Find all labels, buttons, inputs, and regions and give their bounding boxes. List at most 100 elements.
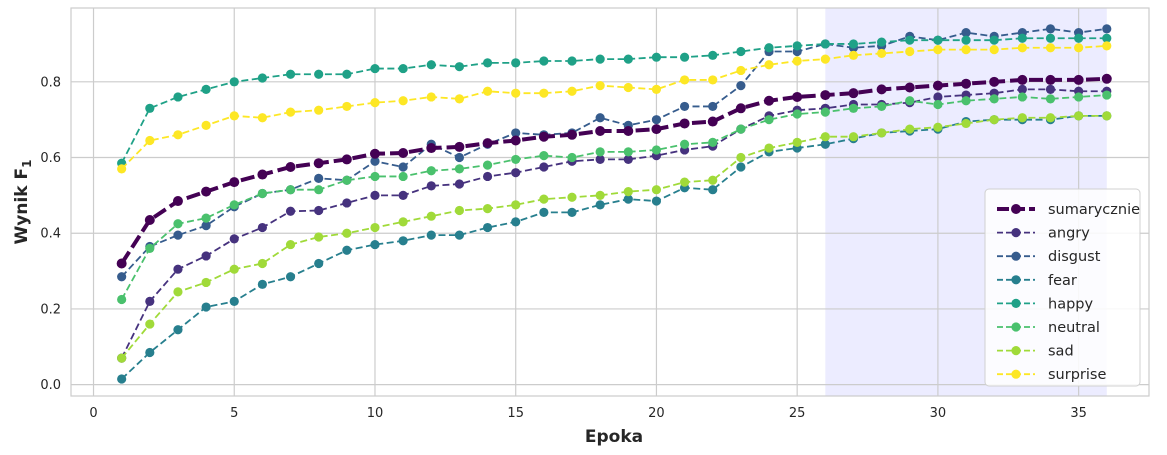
data-point xyxy=(624,83,633,92)
data-point xyxy=(173,287,182,296)
data-point xyxy=(652,85,661,94)
data-point xyxy=(848,88,858,98)
data-point xyxy=(736,125,745,134)
data-point xyxy=(1046,94,1055,103)
data-point xyxy=(1018,43,1027,52)
data-point xyxy=(764,43,773,52)
data-point xyxy=(342,154,352,164)
data-point xyxy=(961,119,970,128)
y-tick-label: 0.0 xyxy=(40,378,61,393)
legend-swatch-marker xyxy=(1011,228,1020,237)
data-point xyxy=(567,193,576,202)
data-point xyxy=(539,56,548,65)
data-point xyxy=(905,82,915,92)
data-point xyxy=(258,259,267,268)
legend-label: neutral xyxy=(1048,320,1100,336)
data-point xyxy=(849,51,858,60)
data-point xyxy=(426,143,436,153)
data-point xyxy=(708,117,718,127)
data-point xyxy=(173,196,183,206)
data-point xyxy=(399,217,408,226)
data-point xyxy=(117,374,126,383)
data-point xyxy=(314,106,323,115)
data-point xyxy=(680,178,689,187)
data-point xyxy=(624,147,633,156)
data-point xyxy=(961,96,970,105)
data-point xyxy=(342,198,351,207)
data-point xyxy=(680,75,689,84)
data-point xyxy=(286,272,295,281)
x-tick-label: 15 xyxy=(507,406,524,421)
data-point xyxy=(539,151,548,160)
data-point xyxy=(933,81,943,91)
data-point xyxy=(567,208,576,217)
data-point xyxy=(117,272,126,281)
data-point xyxy=(427,231,436,240)
data-point xyxy=(736,81,745,90)
data-point xyxy=(342,176,351,185)
data-point xyxy=(652,115,661,124)
data-point xyxy=(821,107,830,116)
data-point xyxy=(1074,75,1084,85)
data-point xyxy=(539,89,548,98)
data-point xyxy=(117,259,127,269)
data-point xyxy=(764,115,773,124)
y-tick-label: 0.2 xyxy=(40,302,61,317)
data-point xyxy=(1102,41,1111,50)
data-point xyxy=(230,111,239,120)
legend-swatch-marker xyxy=(1011,299,1020,308)
data-point xyxy=(117,295,126,304)
data-point xyxy=(905,96,914,105)
data-point xyxy=(1017,75,1027,85)
data-point xyxy=(877,128,886,137)
data-point xyxy=(314,158,324,168)
y-tick-label: 0.4 xyxy=(40,227,61,242)
data-point xyxy=(258,223,267,232)
data-point xyxy=(793,41,802,50)
data-point xyxy=(201,187,211,197)
legend-swatch-marker xyxy=(1011,346,1020,355)
x-tick-label: 0 xyxy=(89,406,97,421)
data-point xyxy=(821,132,830,141)
data-point xyxy=(202,278,211,287)
data-point xyxy=(455,153,464,162)
data-point xyxy=(398,148,408,158)
data-point xyxy=(370,64,379,73)
data-point xyxy=(230,234,239,243)
data-point xyxy=(202,213,211,222)
data-point xyxy=(483,87,492,96)
legend-swatch-marker xyxy=(1011,370,1020,379)
data-point xyxy=(596,55,605,64)
legend-label: angry xyxy=(1048,226,1090,242)
data-point xyxy=(1046,85,1055,94)
data-point xyxy=(1102,111,1111,120)
data-point xyxy=(764,143,773,152)
data-point xyxy=(596,147,605,156)
data-point xyxy=(173,325,182,334)
data-point xyxy=(173,130,182,139)
data-point xyxy=(483,204,492,213)
data-point xyxy=(370,240,379,249)
data-point xyxy=(961,36,970,45)
data-point xyxy=(399,236,408,245)
x-tick-label: 20 xyxy=(648,406,665,421)
data-point xyxy=(736,103,746,113)
data-point xyxy=(989,77,999,87)
data-point xyxy=(990,36,999,45)
x-tick-label: 5 xyxy=(230,406,238,421)
data-point xyxy=(455,164,464,173)
data-point xyxy=(849,132,858,141)
data-point xyxy=(399,191,408,200)
y-axis-title-main: Wynik F xyxy=(12,168,32,245)
data-point xyxy=(933,36,942,45)
data-point xyxy=(596,113,605,122)
data-point xyxy=(990,45,999,54)
data-point xyxy=(286,240,295,249)
data-point xyxy=(652,145,661,154)
data-point xyxy=(314,185,323,194)
data-point xyxy=(877,84,887,94)
data-point xyxy=(680,53,689,62)
data-point xyxy=(1102,90,1111,99)
data-point xyxy=(624,55,633,64)
data-point xyxy=(961,79,971,89)
